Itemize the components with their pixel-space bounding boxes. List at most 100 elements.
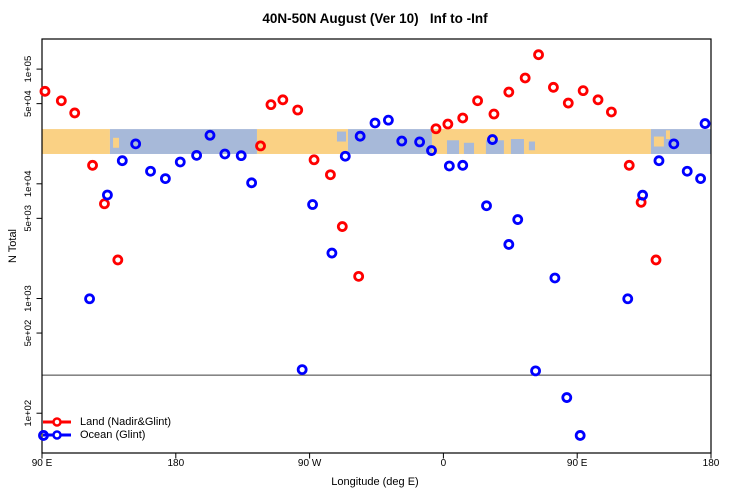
x-tick-label: 90 E (567, 458, 588, 469)
ocean-data-point (549, 272, 561, 284)
ocean-data-point (414, 136, 426, 148)
plot-frame (41, 38, 712, 454)
land-data-point (265, 99, 277, 111)
legend: Land (Nadir&Glint) Ocean (Glint) (42, 415, 171, 441)
x-tick-label: 180 (703, 458, 720, 469)
ocean-data-point (503, 239, 515, 250)
land-data-point (548, 81, 559, 93)
ocean-data-point (145, 165, 156, 177)
land-data-point (325, 169, 336, 181)
ocean-data-point (481, 200, 492, 212)
map-band-ocean-patch (446, 140, 460, 154)
land-data-point (592, 94, 604, 106)
ocean-data-point (159, 173, 171, 185)
y-axis-title: N Total (7, 228, 19, 264)
land-data-point (255, 140, 266, 152)
ocean-data-point (574, 430, 586, 441)
ocean-data-point (307, 199, 318, 210)
ocean-data-point (246, 177, 258, 189)
y-tick-label: 1e+04 (23, 170, 34, 197)
land-data-point (336, 221, 348, 232)
land-data-point (112, 254, 124, 266)
y-tick-label: 5e+02 (23, 320, 34, 347)
x-tick-label: 0 (441, 458, 447, 469)
land-data-point (488, 108, 500, 120)
land-data-point (605, 106, 617, 118)
y-tick-label: 5e+03 (23, 205, 34, 232)
map-band-land-speck (113, 137, 120, 148)
ocean-data-point (174, 156, 186, 168)
land-data-point (577, 85, 589, 97)
land-data-point (623, 159, 635, 171)
land-data-point (87, 159, 98, 171)
map-band-ocean-patch (336, 131, 347, 142)
ocean-data-point (530, 365, 541, 377)
ocean-data-point (695, 173, 706, 185)
ocean-data-point (296, 364, 308, 376)
ocean-data-point (339, 150, 351, 162)
land-data-point (292, 104, 304, 116)
land-data-point (99, 198, 110, 210)
land-data-point (650, 254, 662, 266)
ocean-data-point (699, 118, 711, 129)
ocean-data-point (102, 189, 113, 201)
land-data-point (55, 95, 67, 107)
land-data-point (69, 107, 81, 119)
ocean-data-point (382, 114, 394, 126)
chart-title: 40N-50N August (Ver 10) Inf to -Inf (262, 11, 488, 26)
ocean-data-point (457, 159, 469, 171)
land-data-point (277, 94, 289, 106)
ocean-data-point (668, 138, 680, 150)
land-data-point (442, 118, 454, 130)
y-tick-label: 1e+03 (23, 285, 34, 312)
ocean-data-point (130, 138, 142, 150)
ocean-data-point (396, 135, 408, 147)
ocean-data-point (219, 148, 231, 160)
land-data-point (308, 154, 320, 166)
x-tick-label: 180 (167, 458, 184, 469)
ocean-data-point (354, 130, 366, 142)
ocean-data-point (443, 160, 455, 172)
ocean-data-point (681, 165, 693, 177)
x-tick-label: 90 E (32, 458, 53, 469)
land-series-marker-icon (43, 416, 71, 427)
ocean-series-marker-icon (43, 429, 71, 440)
legend-label-land: Land (Nadir&Glint) (80, 415, 172, 428)
map-band-ocean-patch (463, 142, 475, 154)
y-tick-label: 1e+02 (23, 400, 34, 427)
y-tick-label: 1e+05 (23, 56, 34, 83)
ocean-data-point (637, 189, 649, 201)
land-data-point (430, 123, 442, 135)
ocean-data-point (191, 149, 203, 161)
map-band-land-segment (42, 129, 110, 154)
land-data-point (519, 72, 531, 84)
x-axis-title: Longitude (deg E) (331, 476, 419, 488)
ocean-data-point (326, 247, 338, 259)
ocean-data-point (653, 155, 665, 167)
legend-label-ocean: Ocean (Glint) (80, 428, 146, 441)
ocean-data-point (561, 392, 573, 403)
ocean-data-point (622, 293, 634, 305)
map-band-ocean-segment (109, 129, 257, 154)
map-band-land-segment (256, 129, 348, 154)
ocean-data-point (204, 129, 216, 141)
land-data-point (353, 270, 365, 282)
x-tick-label: 90 W (298, 458, 322, 469)
land-data-point (39, 85, 51, 97)
land-data-point (503, 86, 515, 98)
legend-item-land: Land (Nadir&Glint) (42, 415, 171, 428)
legend-item-ocean: Ocean (Glint) (42, 428, 171, 441)
map-band-land-speck (665, 130, 670, 140)
y-tick-label: 5e+04 (23, 90, 34, 117)
ocean-data-point (426, 145, 437, 156)
ocean-data-point (369, 117, 381, 129)
land-data-point (533, 49, 544, 61)
ocean-data-point (512, 214, 524, 225)
map-band-land-speck (653, 136, 664, 147)
ocean-data-point (235, 150, 247, 162)
land-data-point (457, 112, 469, 124)
map-band-ocean-patch (510, 139, 524, 154)
ocean-data-point (116, 155, 128, 167)
